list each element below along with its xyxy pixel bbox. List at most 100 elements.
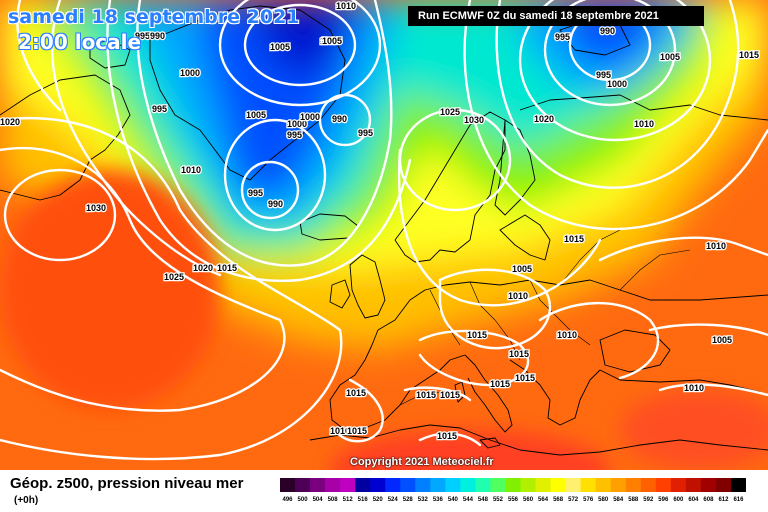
color-scale-swatch: [565, 478, 582, 492]
color-scale-label: 560: [523, 497, 534, 503]
color-scale-label: 524: [388, 497, 399, 503]
color-scale-swatch: [505, 478, 522, 492]
svg-text:995: 995: [596, 70, 611, 80]
map-date-title: samedi 18 septembre 2021: [8, 6, 300, 28]
svg-text:1005: 1005: [660, 52, 680, 62]
color-scale-swatch: [625, 478, 642, 492]
svg-text:990: 990: [600, 26, 615, 36]
svg-text:1000: 1000: [607, 79, 627, 89]
color-scale-swatch: [475, 478, 491, 492]
color-scale-label: 532: [418, 497, 429, 503]
svg-text:995: 995: [287, 130, 302, 140]
svg-text:1015: 1015: [739, 50, 759, 60]
svg-text:1010: 1010: [706, 241, 726, 251]
color-scale-label: 600: [673, 497, 684, 503]
color-scale-swatch: [310, 478, 326, 492]
legend-forecast-offset: (+0h): [14, 495, 39, 506]
color-scale-label: 596: [658, 497, 669, 503]
svg-text:1010: 1010: [684, 383, 704, 393]
svg-text:1015: 1015: [437, 431, 457, 441]
color-scale-swatch: [355, 478, 371, 492]
svg-text:1010: 1010: [557, 330, 577, 340]
color-scale-swatch: [535, 478, 552, 492]
svg-text:1020: 1020: [0, 117, 20, 127]
color-scale-label: 572: [568, 497, 579, 503]
color-scale-swatch: [520, 478, 537, 492]
color-scale-label: 568: [553, 497, 564, 503]
color-scale-label: 612: [718, 497, 729, 503]
color-scale-label: 504: [313, 497, 324, 503]
isobars: [0, 0, 768, 461]
svg-text:1015: 1015: [515, 373, 535, 383]
color-scale-label: 528: [403, 497, 414, 503]
svg-text:990: 990: [268, 199, 283, 209]
svg-text:995: 995: [358, 128, 373, 138]
svg-text:995: 995: [135, 31, 150, 41]
color-scale-swatch: [655, 478, 672, 492]
color-scale-label: 588: [628, 497, 639, 503]
svg-text:995: 995: [152, 104, 167, 114]
color-scale-label: 544: [463, 497, 474, 503]
svg-text:1020: 1020: [534, 114, 554, 124]
svg-text:1005: 1005: [712, 335, 732, 345]
color-scale-label: 508: [328, 497, 339, 503]
svg-text:1000: 1000: [180, 68, 200, 78]
color-scale-label: 540: [448, 497, 459, 503]
svg-text:1005: 1005: [246, 110, 266, 120]
run-info-banner: Run ECMWF 0Z du samedi 18 septembre 2021: [408, 6, 704, 26]
color-scale-label: 548: [478, 497, 489, 503]
svg-text:1010: 1010: [330, 426, 350, 436]
svg-text:1010: 1010: [320, 36, 340, 46]
color-scale-swatch: [385, 478, 401, 492]
svg-text:1015: 1015: [564, 234, 584, 244]
color-scale-label: 592: [643, 497, 654, 503]
svg-text:1000: 1000: [287, 119, 307, 129]
svg-text:1005: 1005: [512, 264, 532, 274]
svg-text:1025: 1025: [440, 107, 460, 117]
svg-text:1015: 1015: [467, 330, 487, 340]
color-scale-bar: 496 500 504 508 512 516 520 524 528 532 536 540 544 5…: [280, 478, 746, 503]
color-scale-swatch: [715, 478, 732, 492]
color-scale-label: 500: [298, 497, 309, 503]
color-scale-swatch: [730, 478, 746, 492]
color-scale-swatch: [280, 478, 296, 492]
color-scale-swatch: [460, 478, 476, 492]
color-scale-label: 552: [493, 497, 504, 503]
color-scale-swatch: [685, 478, 702, 492]
svg-text:1010: 1010: [181, 165, 201, 175]
color-scale-label: 576: [583, 497, 594, 503]
color-scale-label: 516: [358, 497, 369, 503]
color-scale-swatch: [610, 478, 627, 492]
svg-text:990: 990: [332, 114, 347, 124]
svg-text:1010: 1010: [336, 1, 356, 11]
svg-text:995: 995: [248, 188, 263, 198]
legend-title: Géop. z500, pression niveau mer: [10, 475, 244, 492]
color-scale-label: 580: [598, 497, 609, 503]
svg-text:1015: 1015: [440, 390, 460, 400]
color-scale-swatch: [325, 478, 341, 492]
color-scale-swatch: [340, 478, 356, 492]
svg-text:1005: 1005: [322, 36, 342, 46]
run-info-text: Run ECMWF 0Z du samedi 18 septembre 2021: [418, 10, 659, 22]
weather-map: 995 990 1010 1005 1010 1000 995 990 1005…: [0, 0, 768, 470]
svg-text:990: 990: [268, 199, 283, 209]
copyright-notice: Copyright 2021 Meteociel.fr: [350, 456, 494, 468]
color-scale-swatch: [295, 478, 311, 492]
color-scale-swatch: [370, 478, 386, 492]
color-scale-swatch: [700, 478, 717, 492]
color-scale-swatch: [430, 478, 446, 492]
color-scale-swatch: [400, 478, 416, 492]
color-scale-label: 584: [613, 497, 624, 503]
color-scale-label: 556: [508, 497, 519, 503]
svg-text:995: 995: [555, 32, 570, 42]
svg-text:1015: 1015: [347, 426, 367, 436]
svg-text:1020: 1020: [193, 263, 213, 273]
color-scale-label: 512: [343, 497, 354, 503]
color-scale-swatch: [595, 478, 612, 492]
color-scale-label: 496: [283, 497, 294, 503]
color-scale-swatch: [670, 478, 687, 492]
color-scale-label: 604: [688, 497, 699, 503]
color-scale-label: 564: [538, 497, 549, 503]
color-scale-swatch: [580, 478, 597, 492]
geopotential-field: [0, 0, 768, 470]
